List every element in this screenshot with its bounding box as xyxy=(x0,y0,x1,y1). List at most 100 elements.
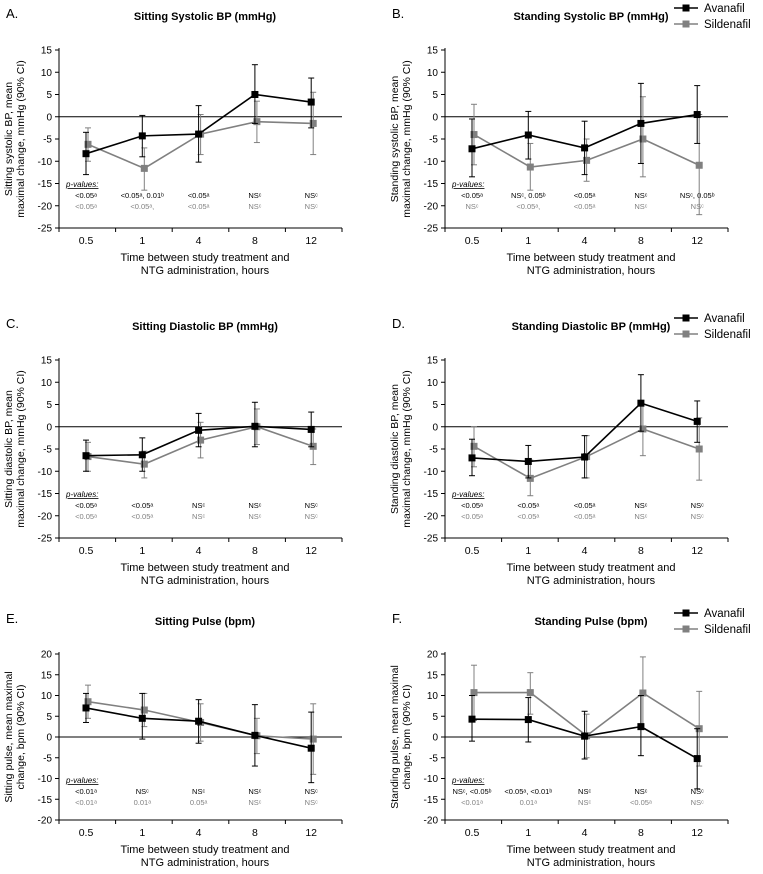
panel-title: Standing Systolic BP (mmHg) xyxy=(513,11,668,23)
x-tick-label: 4 xyxy=(196,235,202,247)
y-tick-label: -20 xyxy=(424,816,439,827)
x-tick-label: 12 xyxy=(305,235,317,247)
point-avanafil xyxy=(138,132,146,140)
point-sildenafil xyxy=(253,118,261,126)
point-avanafil xyxy=(581,732,589,740)
x-axis-label: Time between study treatment and xyxy=(507,562,676,574)
pvalues-heading: p-values: xyxy=(451,490,484,499)
y-axis-label: maximal change, mmHg (90% CI) xyxy=(401,60,413,218)
x-axis-label: Time between study treatment and xyxy=(121,844,290,856)
x-tick-label: 4 xyxy=(582,827,588,839)
pvalue-avanafil: NSᶜ xyxy=(248,191,261,200)
legend-marker-avanafil xyxy=(682,314,690,322)
point-avanafil xyxy=(195,717,203,725)
pvalue-sildenafil: NSᶜ xyxy=(465,202,478,211)
pvalue-avanafil: <0.05ᵃ xyxy=(461,501,483,510)
x-tick-label: 1 xyxy=(139,545,145,557)
pvalue-sildenafil: <0.05ᵃ xyxy=(75,202,97,211)
y-axis-label: maximal change, mmHg (90% CI) xyxy=(15,370,27,528)
legend-label-avanafil: Avanafil xyxy=(704,3,745,15)
point-avanafil xyxy=(251,422,259,430)
point-avanafil xyxy=(468,454,476,462)
point-avanafil xyxy=(138,714,146,722)
point-avanafil xyxy=(468,145,476,153)
panel-c: C. Sitting Diastolic BP (mmHg) 15 10 5 0 -5 -10… xyxy=(3,316,343,587)
pvalue-avanafil: NSᶜ xyxy=(305,191,318,200)
point-avanafil xyxy=(251,731,259,739)
y-axis-label: change, bpm (90% CI) xyxy=(15,684,27,789)
pvalue-avanafil: NSᶜ xyxy=(305,501,318,510)
y-tick-label: -15 xyxy=(38,489,53,500)
legend-label-sildenafil: Sildenafil xyxy=(704,624,751,636)
pvalue-avanafil: NSᶜ, 0.05ᵇ xyxy=(511,191,546,200)
pvalue-sildenafil: <0.01ᵃ xyxy=(461,798,483,807)
y-axis-label: Standing systolic BP, mean xyxy=(389,76,401,203)
panel-title: Sitting Systolic BP (mmHg) xyxy=(134,11,277,23)
panel-f: F. Standing Pulse (bpm) 20 15 10 5 0 -5 -10 -15 -2… xyxy=(389,608,751,869)
pvalue-avanafil: <0.05ᵃ xyxy=(75,191,97,200)
y-tick-label: -10 xyxy=(424,774,439,785)
y-tick-label: -15 xyxy=(424,179,439,190)
pvalue-avanafil: NSᶜ xyxy=(192,787,205,796)
y-tick-label: -5 xyxy=(429,445,438,456)
y-axis-label: maximal change, mmHg (90% CI) xyxy=(401,370,413,528)
y-tick-label: 10 xyxy=(41,691,53,702)
y-tick-label: 10 xyxy=(427,68,439,79)
pvalues-heading: p-values: xyxy=(451,180,484,189)
x-tick-label: 0.5 xyxy=(465,827,480,839)
point-sildenafil xyxy=(470,442,478,450)
x-tick-label: 1 xyxy=(139,235,145,247)
pvalue-avanafil: <0.01ᵃ xyxy=(75,787,97,796)
x-tick-label: 8 xyxy=(252,827,258,839)
y-tick-label: -10 xyxy=(38,467,53,478)
legend-label-sildenafil: Sildenafil xyxy=(704,329,751,341)
panel-title: Standing Pulse (bpm) xyxy=(534,616,647,628)
point-avanafil xyxy=(195,426,203,434)
point-avanafil xyxy=(195,130,203,138)
pvalue-avanafil: NSᶜ xyxy=(634,501,647,510)
point-avanafil xyxy=(637,399,645,407)
x-tick-label: 12 xyxy=(305,545,317,557)
point-sildenafil xyxy=(309,119,317,127)
x-axis-label: Time between study treatment and xyxy=(121,252,290,264)
point-sildenafil xyxy=(695,445,703,453)
pvalue-sildenafil: NSᶜ xyxy=(248,798,261,807)
pvalue-sildenafil: NSᶜ xyxy=(578,798,591,807)
pvalue-sildenafil: NSᶜ xyxy=(248,512,261,521)
panel-letter: D. xyxy=(392,316,405,331)
legend-marker-sildenafil xyxy=(682,625,690,633)
y-tick-label: -15 xyxy=(424,489,439,500)
y-tick-label: -20 xyxy=(38,201,53,212)
x-tick-label: 8 xyxy=(638,235,644,247)
y-tick-label: 20 xyxy=(427,650,439,661)
x-tick-label: 0.5 xyxy=(465,545,480,557)
x-axis-label: NTG administration, hours xyxy=(141,857,270,869)
y-axis-label: Sitting diastolic BP, mean xyxy=(3,390,15,508)
pvalue-avanafil: NSᶜ xyxy=(248,501,261,510)
y-tick-label: 15 xyxy=(41,46,53,57)
pvalue-avanafil: <0.05ᵃ, 0.01ᵇ xyxy=(121,191,165,200)
pvalues-heading: p-values: xyxy=(65,490,98,499)
y-tick-label: 5 xyxy=(46,712,52,723)
x-tick-label: 1 xyxy=(525,235,531,247)
x-tick-label: 12 xyxy=(691,235,703,247)
pvalue-sildenafil: <0.05ᵃ, xyxy=(516,202,540,211)
legend-marker-sildenafil xyxy=(682,330,690,338)
y-tick-label: -25 xyxy=(424,224,439,235)
point-sildenafil xyxy=(197,436,205,444)
panel-letter: C. xyxy=(6,316,19,331)
point-avanafil xyxy=(307,744,315,752)
x-tick-label: 1 xyxy=(525,827,531,839)
pvalue-avanafil: NSᶜ xyxy=(691,787,704,796)
point-avanafil xyxy=(82,150,90,158)
point-sildenafil xyxy=(84,140,92,148)
y-tick-label: 5 xyxy=(432,400,438,411)
y-tick-label: -15 xyxy=(424,795,439,806)
x-axis-label: NTG administration, hours xyxy=(141,575,270,587)
pvalue-sildenafil: 0.01ᵃ xyxy=(520,798,538,807)
y-tick-label: 10 xyxy=(427,691,439,702)
panel-title: Sitting Diastolic BP (mmHg) xyxy=(132,321,278,333)
pvalue-sildenafil: NSᶜ xyxy=(305,798,318,807)
pvalue-sildenafil: NSᶜ xyxy=(248,202,261,211)
